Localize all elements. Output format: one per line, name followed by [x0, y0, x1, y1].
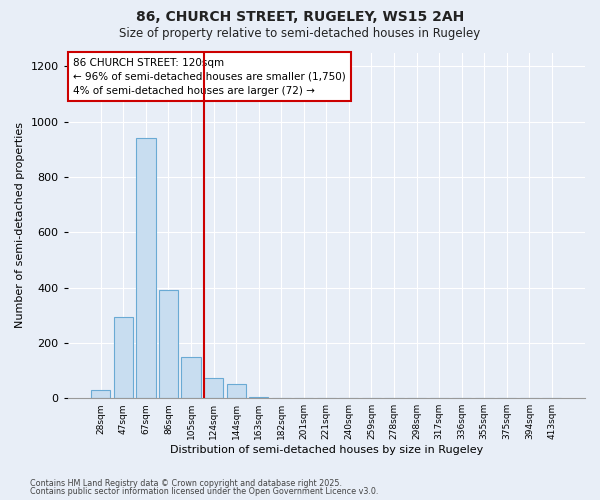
Bar [91, 390, 110, 398]
Bar [227, 384, 246, 398]
Bar [114, 316, 133, 398]
Text: Contains public sector information licensed under the Open Government Licence v3: Contains public sector information licen… [30, 487, 379, 496]
Text: 86, CHURCH STREET, RUGELEY, WS15 2AH: 86, CHURCH STREET, RUGELEY, WS15 2AH [136, 10, 464, 24]
Bar [136, 138, 155, 398]
Y-axis label: Number of semi-detached properties: Number of semi-detached properties [15, 122, 25, 328]
Text: Size of property relative to semi-detached houses in Rugeley: Size of property relative to semi-detach… [119, 28, 481, 40]
X-axis label: Distribution of semi-detached houses by size in Rugeley: Distribution of semi-detached houses by … [170, 445, 483, 455]
Text: Contains HM Land Registry data © Crown copyright and database right 2025.: Contains HM Land Registry data © Crown c… [30, 478, 342, 488]
Bar [159, 290, 178, 398]
Bar [204, 378, 223, 398]
Bar [181, 356, 200, 398]
Text: 86 CHURCH STREET: 120sqm
← 96% of semi-detached houses are smaller (1,750)
4% of: 86 CHURCH STREET: 120sqm ← 96% of semi-d… [73, 58, 346, 96]
